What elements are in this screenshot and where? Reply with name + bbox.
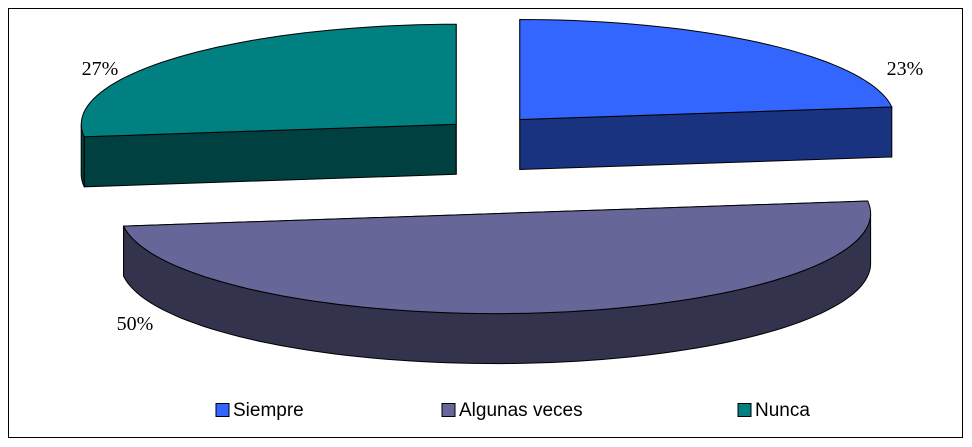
pie-slice [519,18,893,121]
pie-slice [80,23,457,138]
legend-label: Algunas veces [459,400,583,421]
data-label: 23% [887,58,924,80]
legend-swatch [441,403,456,417]
legend-swatch [215,403,230,417]
legend-swatch [737,403,752,417]
data-label: 27% [82,58,119,80]
data-label: 50% [117,313,154,335]
pie-slice [122,200,872,315]
legend-label: Siempre [233,400,304,421]
legend-label: Nunca [755,400,810,421]
